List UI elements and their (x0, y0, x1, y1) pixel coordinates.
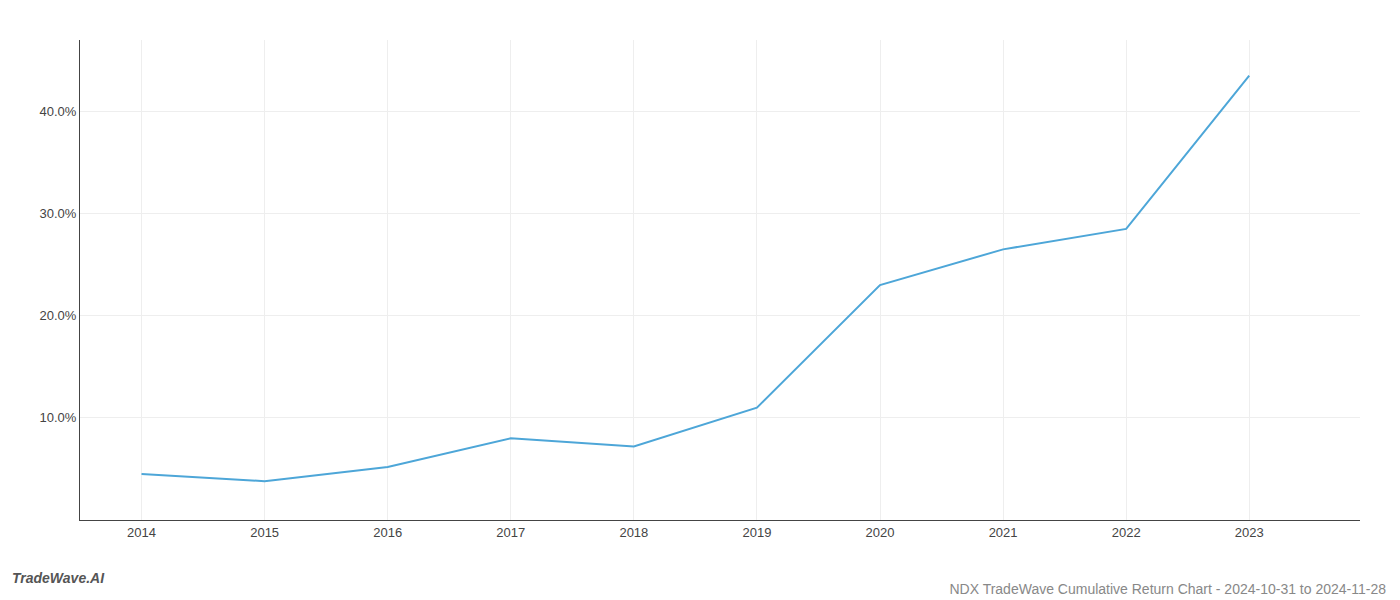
svg-text:NDX TradeWave Cumulative Retur: NDX TradeWave Cumulative Return Chart - … (949, 581, 1386, 597)
svg-text:TradeWave.AI: TradeWave.AI (12, 570, 105, 586)
svg-text:2014: 2014 (127, 525, 156, 540)
svg-text:40.0%: 40.0% (40, 104, 77, 119)
svg-text:20.0%: 20.0% (40, 308, 77, 323)
svg-text:2022: 2022 (1112, 525, 1141, 540)
svg-text:2020: 2020 (866, 525, 895, 540)
svg-text:2023: 2023 (1235, 525, 1264, 540)
svg-text:10.0%: 10.0% (40, 410, 77, 425)
svg-text:30.0%: 30.0% (40, 206, 77, 221)
svg-text:2016: 2016 (373, 525, 402, 540)
svg-text:2017: 2017 (496, 525, 525, 540)
svg-text:2021: 2021 (989, 525, 1018, 540)
svg-text:2018: 2018 (619, 525, 648, 540)
svg-text:2015: 2015 (250, 525, 279, 540)
svg-text:2019: 2019 (742, 525, 771, 540)
